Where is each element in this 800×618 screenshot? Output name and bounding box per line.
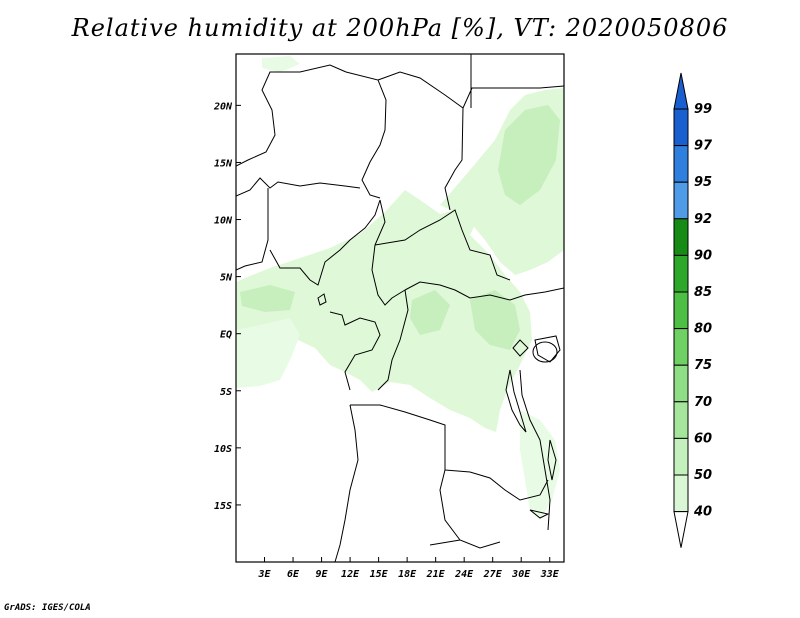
humidity-region-ne-core	[498, 105, 560, 205]
lat-tick-label: 15N	[214, 158, 233, 169]
lat-tick-label: 5S	[220, 387, 232, 398]
colorbar-bottom-arrow	[673, 511, 689, 548]
colorbar-swatch	[673, 401, 689, 439]
lon-tick-label: 3E	[257, 569, 271, 580]
colorbar-label: 90	[694, 248, 712, 263]
colorbar-label: 92	[694, 212, 712, 227]
lat-tick-label: 5N	[220, 273, 233, 284]
colorbar-swatch	[673, 437, 689, 476]
country-borders	[236, 54, 564, 562]
colorbar-label: 80	[694, 322, 712, 337]
lake-chad-small	[317, 293, 327, 306]
lon-tick-label: 9E	[316, 569, 329, 580]
colorbar-label: 95	[694, 175, 712, 190]
lake-victoria	[532, 341, 558, 363]
lon-tick-label: 33E	[540, 569, 560, 580]
lake-tanganyika	[505, 369, 527, 433]
colorbar-swatch	[673, 291, 689, 330]
lon-tick-label: 12E	[341, 569, 360, 580]
humidity-region-west-core	[240, 285, 295, 312]
humidity-region-central	[236, 190, 532, 432]
humidity-region-sw	[236, 318, 300, 388]
colorbar-top-arrow	[673, 72, 689, 110]
grads-credit: GrADS: IGES/COLA	[4, 603, 91, 613]
colorbar: 40 50 60 70 75 80 85 90 92 95 97 99	[673, 72, 713, 548]
chart-title: Relative humidity at 200hPa [%], VT: 202…	[71, 14, 729, 42]
colorbar-label: 99	[694, 102, 712, 117]
lat-tick-label: 10N	[214, 216, 233, 227]
colorbar-swatch	[673, 218, 689, 256]
lon-tick-label: 15E	[370, 569, 389, 580]
lon-tick-label: 18E	[398, 569, 417, 580]
colorbar-label: 97	[694, 139, 713, 154]
lon-tick-label: 21E	[426, 569, 446, 580]
colorbar-swatch	[673, 364, 689, 403]
lake-kariba	[529, 509, 550, 519]
colorbar-swatch	[673, 328, 689, 366]
colorbar-swatch	[673, 145, 689, 183]
humidity-region-north	[262, 56, 300, 72]
lon-tick-label: 24E	[454, 569, 474, 580]
map-frame	[235, 53, 565, 563]
lat-tick-label: 15S	[214, 501, 232, 512]
colorbar-label: 50	[694, 468, 712, 483]
colorbar-swatch	[673, 181, 689, 220]
humidity-region-east-core	[470, 290, 520, 350]
longitude-axis: 3E 6E 9E 12E 15E 18E 21E 24E 27E 30E 33E	[257, 557, 560, 580]
lon-tick-label: 27E	[483, 569, 503, 580]
lakes	[317, 293, 558, 519]
lat-tick-label: 10S	[214, 444, 232, 455]
lon-tick-label: 30E	[511, 569, 531, 580]
colorbar-swatch	[673, 254, 689, 293]
colorbar-swatch	[673, 474, 689, 513]
latitude-axis: 20N 15N 10N 5N EQ 5S 10S 15S	[213, 101, 241, 512]
humidity-shading	[236, 56, 564, 520]
lat-tick-label: 20N	[213, 101, 233, 112]
lon-tick-label: 6E	[287, 569, 300, 580]
colorbar-label: 85	[694, 285, 712, 300]
colorbar-label: 70	[694, 395, 712, 410]
humidity-region-se	[520, 410, 560, 520]
colorbar-swatch	[673, 108, 689, 147]
humidity-region-core-small	[410, 290, 450, 335]
colorbar-label: 40	[693, 505, 712, 520]
colorbar-label: 75	[694, 358, 712, 373]
lake-malawi	[547, 439, 557, 481]
colorbar-label: 60	[694, 431, 712, 446]
lat-tick-label: EQ	[220, 330, 232, 341]
